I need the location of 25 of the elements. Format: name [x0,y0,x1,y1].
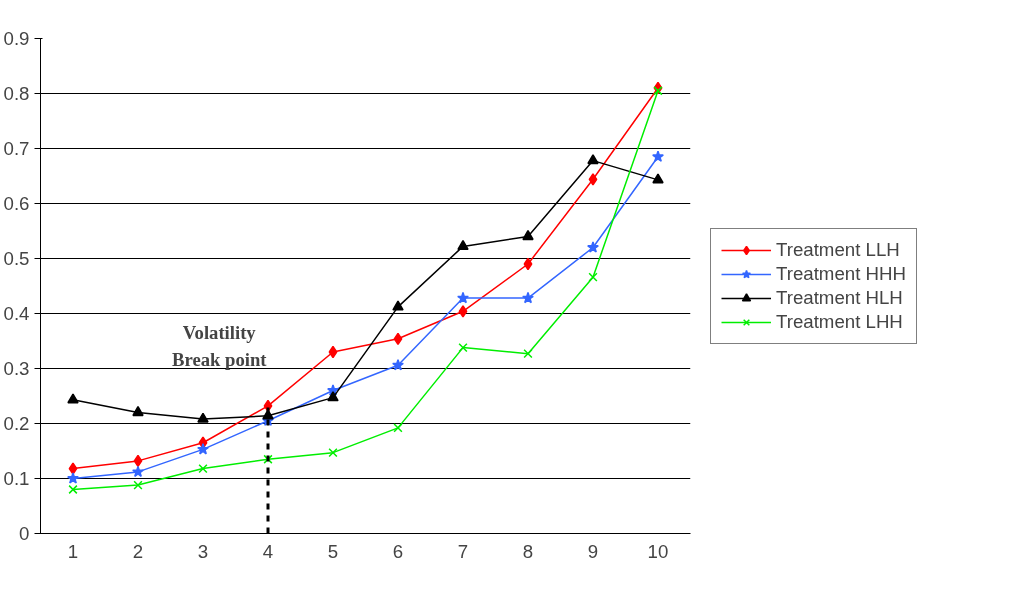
x-tick-label: 9 [587,540,599,562]
y-tick-label: 0.8 [3,83,30,104]
y-tick-label: 0.6 [3,193,30,214]
y-tick-label: 0.9 [3,28,30,49]
y-tick-label: 0 [19,523,30,544]
ref-line-label: Volatility Break point [171,321,268,371]
x-tick-label: 1 [67,540,79,562]
x-tick-label: 3 [197,540,209,562]
x-tick-label: 5 [327,540,339,562]
legend-label: Treatment LLH [776,238,900,261]
y-tick-label: 0.4 [3,303,30,324]
x-tick-label: 6 [392,540,404,562]
y-tick-label: 0.3 [3,358,30,379]
x-tick-label: 8 [522,540,534,562]
x-tick-label: 7 [457,540,469,562]
y-tick-label: 0.7 [3,138,30,159]
x-tick-label: 2 [132,540,144,562]
x-tick-label: 4 [262,540,274,562]
legend-label: Treatment LHH [776,310,903,333]
x-tick-label: 10 [647,540,669,562]
y-tick-label: 0.2 [3,413,30,434]
y-tick-label: 0.5 [3,248,30,269]
legend-label: Treatment HHH [776,262,906,285]
legend-label: Treatment HLH [776,286,903,309]
y-tick-label: 0.1 [3,468,30,489]
